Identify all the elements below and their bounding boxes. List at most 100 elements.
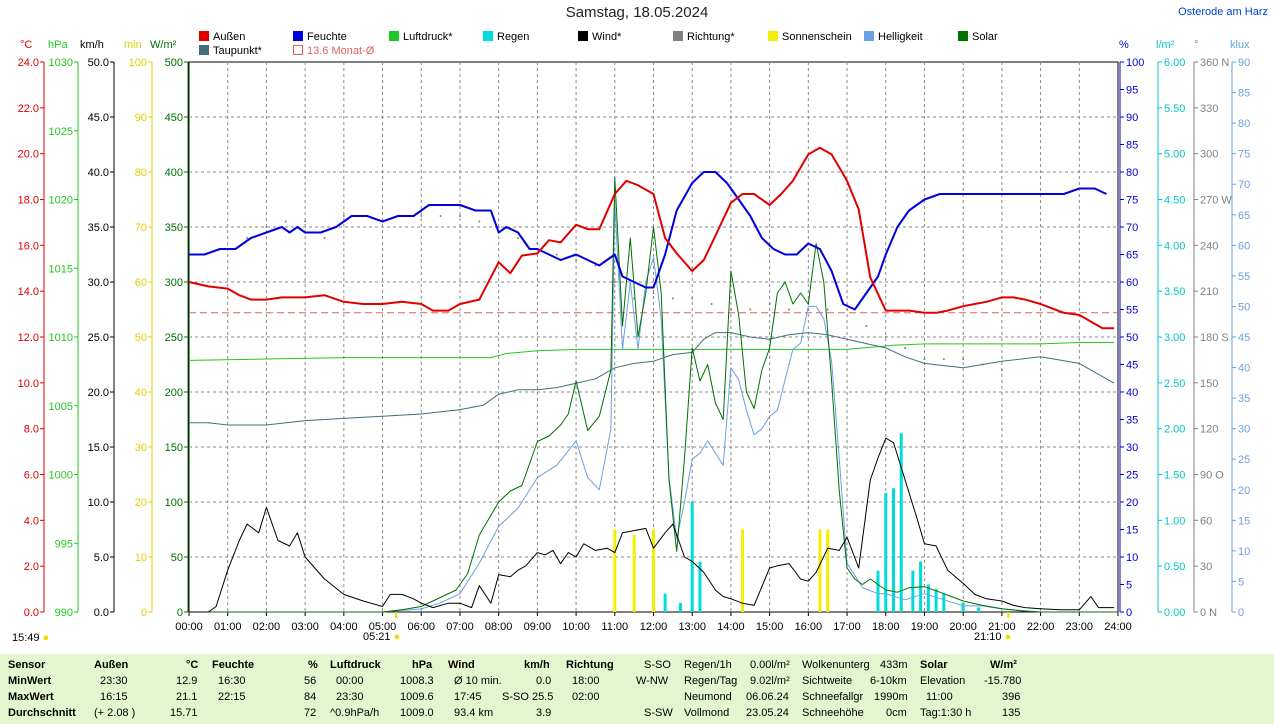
bar-sonnenschein — [632, 535, 636, 612]
stats-table: Sensor MinWert MaxWert Durchschnitt Auße… — [0, 654, 1274, 724]
tick-label-humidity: 55 — [1126, 305, 1138, 317]
unit-deg: ° — [1194, 39, 1199, 51]
x-tick-label: 02:00 — [253, 621, 281, 633]
feuchte-max-time: 22:15 — [218, 691, 246, 703]
schneefallgrenze-label: Schneefallgr — [802, 691, 864, 703]
legend-swatch-regen — [483, 31, 493, 41]
tick-label-direction: 330 — [1200, 103, 1218, 115]
tick-label-lux: 10 — [1238, 546, 1250, 558]
tick-label-humidity: 50 — [1126, 332, 1138, 344]
tick-label-rain: 5.50 — [1164, 103, 1185, 115]
legend-swatch-luftdruck — [389, 31, 399, 41]
aussen-unit: °C — [186, 659, 199, 671]
x-tick-label: 10:00 — [562, 621, 590, 633]
direction-dot — [942, 358, 945, 360]
tick-label-temp: 0.0 — [24, 607, 39, 619]
unit-min: min — [124, 39, 142, 51]
tick-label-wind: 20.0 — [88, 387, 109, 399]
x-tick-label: 14:00 — [717, 621, 745, 633]
bar-regen — [961, 602, 965, 612]
tick-label-humidity: 95 — [1126, 85, 1138, 97]
tick-label-lux: 80 — [1238, 118, 1250, 130]
tick-label-sunmin: 60 — [135, 277, 147, 289]
legend-label-regen: Regen — [497, 31, 530, 43]
unit-wm2: W/m² — [150, 39, 177, 51]
location-link[interactable]: Osterode am Harz — [1178, 6, 1268, 18]
x-tick-label: 12:00 — [640, 621, 668, 633]
feuchte-max-value: 84 — [304, 691, 317, 703]
direction-dot — [439, 215, 442, 217]
tick-label-lux: 15 — [1238, 515, 1250, 527]
tick-label-sunmin: 100 — [129, 57, 147, 69]
tick-label-direction: 210 — [1200, 286, 1218, 298]
tick-label-rain: 2.50 — [1164, 378, 1185, 390]
x-tick-label: 03:00 — [291, 621, 319, 633]
x-tick-label: 20:00 — [949, 621, 977, 633]
tick-label-temp: 8.0 — [24, 424, 39, 436]
direction-dot — [865, 325, 868, 327]
luftdruck-unit: hPa — [412, 659, 433, 671]
bar-regen — [891, 488, 895, 612]
tick-label-rain: 2.00 — [1164, 424, 1185, 436]
x-tick-label: 24:00 — [1104, 621, 1132, 633]
schneehoehe-label: Schneehöhe — [802, 707, 864, 719]
aussen-avg-value: 15.71 — [170, 707, 198, 719]
x-tick-label: 16:00 — [795, 621, 823, 633]
legend-richtung: Richtung* — [673, 31, 735, 43]
tick-label-lux: 45 — [1238, 332, 1250, 344]
aussen-max-time: 16:15 — [100, 691, 128, 703]
unit-lm2: l/m² — [1156, 39, 1175, 51]
tick-label-direction: 90 O — [1200, 470, 1224, 482]
tick-label-temp: 12.0 — [18, 332, 39, 344]
tick-label-wind: 30.0 — [88, 277, 109, 289]
tick-label-temp: 4.0 — [24, 515, 39, 527]
tick-label-temp: 14.0 — [18, 286, 39, 298]
row-label-min: MinWert — [8, 675, 52, 687]
bar-sonnenschein — [613, 529, 617, 612]
legend-label-sonnenschein: Sonnenschein — [782, 31, 852, 43]
tick-label-humidity: 40 — [1126, 387, 1138, 399]
tick-label-pressure: 1030 — [49, 57, 73, 69]
legend-swatch-wind — [578, 31, 588, 41]
tick-label-temp: 16.0 — [18, 240, 39, 252]
x-tick-label: 13:00 — [678, 621, 706, 633]
solar-unit: W/m² — [990, 659, 1017, 671]
feuchte-avg-value: 72 — [304, 707, 317, 719]
aussen-min-value: 12.9 — [176, 675, 198, 687]
tick-label-humidity: 45 — [1126, 360, 1138, 372]
tick-label-rain: 0.50 — [1164, 561, 1185, 573]
bar-regen — [934, 589, 938, 612]
bar-regen — [679, 602, 683, 612]
direction-dot — [478, 220, 481, 223]
legend-label-solar: Solar — [972, 31, 998, 43]
direction-dot — [1000, 369, 1003, 371]
wind-unit: km/h — [524, 659, 550, 671]
tick-label-temp: 18.0 — [18, 195, 39, 207]
tick-label-temp: 2.0 — [24, 561, 39, 573]
sunrise-label: 05:21 ● — [363, 631, 401, 643]
direction-dot — [536, 242, 539, 245]
wolken-label: Wolkenunterg — [802, 659, 870, 671]
tick-label-lux: 55 — [1238, 271, 1250, 283]
direction-dot — [613, 281, 616, 283]
tick-label-temp: 10.0 — [18, 378, 39, 390]
tick-label-pressure: 1015 — [49, 263, 73, 275]
direction-dot — [671, 297, 674, 300]
luftdruck-header: Luftdruck — [330, 659, 381, 671]
regen-1h-value: 0.00l/m² — [750, 659, 790, 671]
feuchte-min-time: 16:30 — [218, 675, 246, 687]
direction-dot — [826, 308, 829, 311]
tick-label-lux: 25 — [1238, 454, 1250, 466]
legend-taupunkt: Taupunkt* — [199, 45, 262, 57]
direction-dot — [923, 358, 926, 360]
tick-label-temp: 24.0 — [18, 57, 39, 69]
tick-label-rain: 1.00 — [1164, 515, 1185, 527]
tick-label-sunmin: 40 — [135, 387, 147, 399]
bar-regen — [926, 584, 930, 612]
tick-label-rain: 3.00 — [1164, 332, 1185, 344]
bar-sonnenschein — [818, 529, 822, 612]
tick-label-humidity: 5 — [1126, 580, 1132, 592]
x-tick-label: 01:00 — [214, 621, 242, 633]
tick-label-humidity: 70 — [1126, 222, 1138, 234]
tick-label-rain: 4.00 — [1164, 240, 1185, 252]
